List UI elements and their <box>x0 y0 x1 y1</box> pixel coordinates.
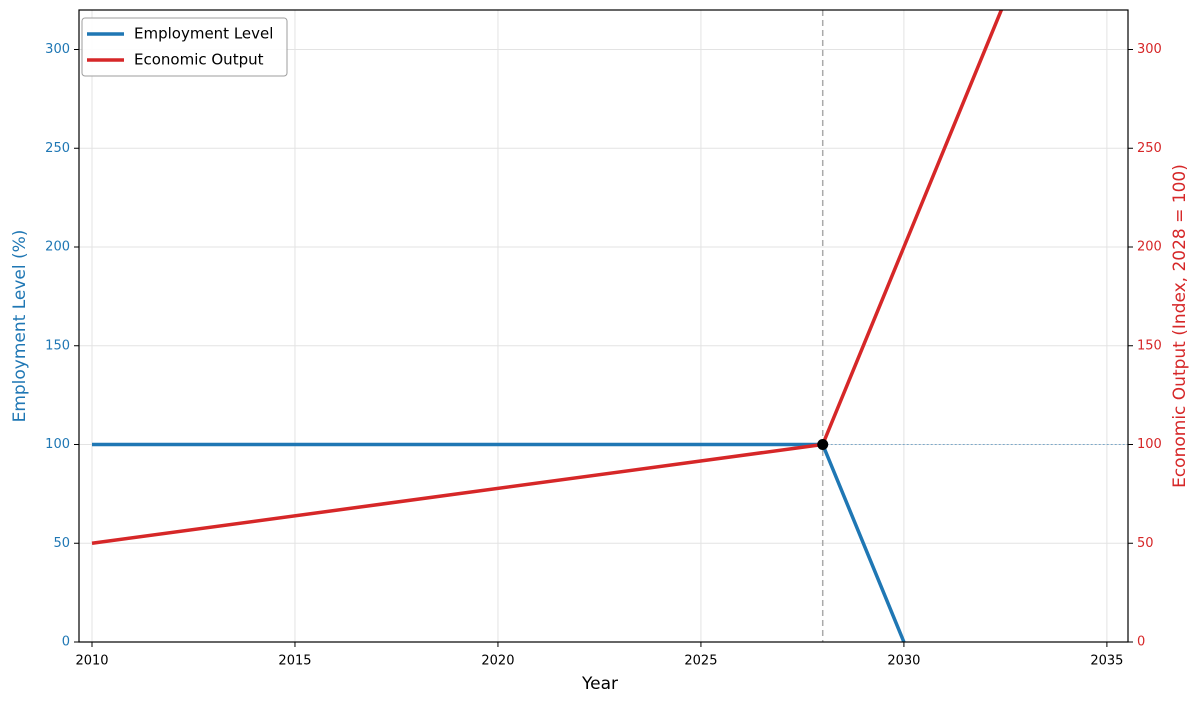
y-tick-label: 250 <box>45 141 70 156</box>
x-axis-label: Year <box>581 674 618 694</box>
y-tick-label: 100 <box>45 437 70 452</box>
y2-tick-label: 200 <box>1137 240 1162 255</box>
x-tick-label: 2020 <box>481 654 514 669</box>
y2-tick-label: 50 <box>1137 536 1154 551</box>
y-axis-label: Employment Level (%) <box>10 230 30 423</box>
plot-frame <box>78 9 1129 643</box>
y2-tick-label: 150 <box>1137 338 1162 353</box>
y-tick-label: 150 <box>45 338 70 353</box>
series-line <box>91 10 1004 545</box>
legend-label: Economic Output <box>134 51 264 69</box>
crossover-point <box>817 439 829 450</box>
legend-box <box>81 17 288 77</box>
x-tick-label: 2030 <box>887 654 920 669</box>
x-tick-label: 2025 <box>684 654 717 669</box>
x-tick-label: 2015 <box>278 654 311 669</box>
y2-axis-label: Economic Output (Index, 2028 = 100) <box>1170 164 1190 488</box>
y-tick-label: 300 <box>45 42 70 57</box>
y2-tick-label: 300 <box>1137 42 1162 57</box>
x-tick-label: 2010 <box>75 654 108 669</box>
y-tick-label: 0 <box>62 635 70 650</box>
y2-tick-label: 250 <box>1137 141 1162 156</box>
y2-tick-label: 100 <box>1137 437 1162 452</box>
y-tick-label: 50 <box>53 536 70 551</box>
x-tick-label: 2035 <box>1090 654 1123 669</box>
legend-label: Employment Level <box>134 25 273 43</box>
y-tick-label: 200 <box>45 240 70 255</box>
y2-tick-label: 0 <box>1137 635 1145 650</box>
